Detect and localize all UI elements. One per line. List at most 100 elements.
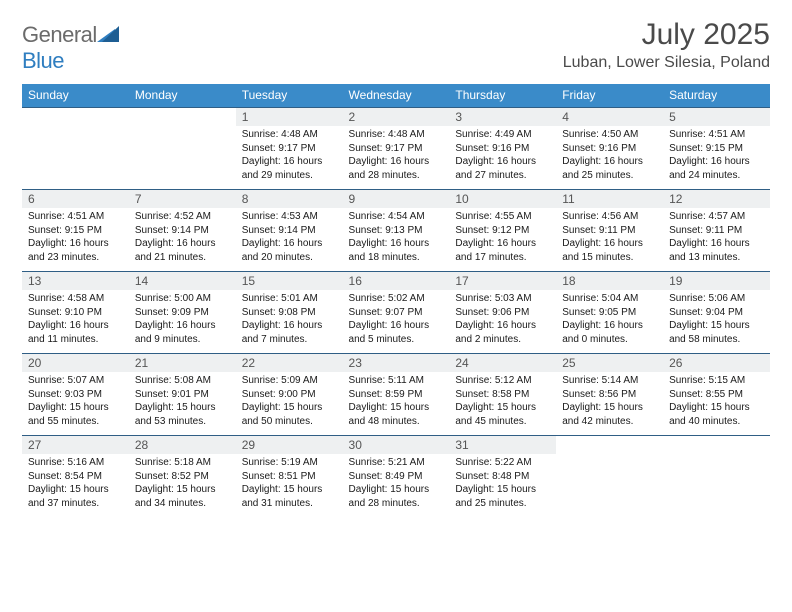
day-details: Sunrise: 4:58 AMSunset: 9:10 PMDaylight:… bbox=[22, 290, 129, 349]
sunrise-line: Sunrise: 5:07 AM bbox=[28, 374, 123, 388]
calendar-cell: 30Sunrise: 5:21 AMSunset: 8:49 PMDayligh… bbox=[343, 436, 450, 518]
calendar-week: 27Sunrise: 5:16 AMSunset: 8:54 PMDayligh… bbox=[22, 436, 770, 518]
calendar-cell: 1Sunrise: 4:48 AMSunset: 9:17 PMDaylight… bbox=[236, 108, 343, 190]
day-number: 6 bbox=[22, 190, 129, 208]
daylight-line-1: Daylight: 16 hours bbox=[455, 319, 550, 333]
day-details: Sunrise: 5:03 AMSunset: 9:06 PMDaylight:… bbox=[449, 290, 556, 349]
daylight-line-2: and 25 minutes. bbox=[455, 497, 550, 511]
daylight-line-2: and 23 minutes. bbox=[28, 251, 123, 265]
sunrise-line: Sunrise: 5:01 AM bbox=[242, 292, 337, 306]
daylight-line-1: Daylight: 16 hours bbox=[669, 237, 764, 251]
day-details: Sunrise: 4:51 AMSunset: 9:15 PMDaylight:… bbox=[22, 208, 129, 267]
day-header: Thursday bbox=[449, 84, 556, 108]
day-number: 17 bbox=[449, 272, 556, 290]
calendar-cell: 11Sunrise: 4:56 AMSunset: 9:11 PMDayligh… bbox=[556, 190, 663, 272]
sunset-line: Sunset: 9:06 PM bbox=[455, 306, 550, 320]
brand-part1: General bbox=[22, 22, 97, 47]
daylight-line-2: and 34 minutes. bbox=[135, 497, 230, 511]
sunrise-line: Sunrise: 4:48 AM bbox=[242, 128, 337, 142]
day-details: Sunrise: 5:01 AMSunset: 9:08 PMDaylight:… bbox=[236, 290, 343, 349]
day-number: 16 bbox=[343, 272, 450, 290]
sunset-line: Sunset: 9:04 PM bbox=[669, 306, 764, 320]
daylight-line-1: Daylight: 16 hours bbox=[562, 319, 657, 333]
calendar-cell: 8Sunrise: 4:53 AMSunset: 9:14 PMDaylight… bbox=[236, 190, 343, 272]
calendar-cell: 17Sunrise: 5:03 AMSunset: 9:06 PMDayligh… bbox=[449, 272, 556, 354]
daylight-line-2: and 27 minutes. bbox=[455, 169, 550, 183]
sunset-line: Sunset: 9:15 PM bbox=[28, 224, 123, 238]
daylight-line-1: Daylight: 16 hours bbox=[135, 319, 230, 333]
calendar-cell: 4Sunrise: 4:50 AMSunset: 9:16 PMDaylight… bbox=[556, 108, 663, 190]
sunset-line: Sunset: 9:10 PM bbox=[28, 306, 123, 320]
daylight-line-1: Daylight: 16 hours bbox=[135, 237, 230, 251]
day-header: Friday bbox=[556, 84, 663, 108]
calendar-cell: 31Sunrise: 5:22 AMSunset: 8:48 PMDayligh… bbox=[449, 436, 556, 518]
calendar-cell: 19Sunrise: 5:06 AMSunset: 9:04 PMDayligh… bbox=[663, 272, 770, 354]
day-number: 22 bbox=[236, 354, 343, 372]
day-details: Sunrise: 5:22 AMSunset: 8:48 PMDaylight:… bbox=[449, 454, 556, 513]
sunset-line: Sunset: 9:15 PM bbox=[669, 142, 764, 156]
daylight-line-2: and 11 minutes. bbox=[28, 333, 123, 347]
sunrise-line: Sunrise: 5:03 AM bbox=[455, 292, 550, 306]
calendar-cell: 29Sunrise: 5:19 AMSunset: 8:51 PMDayligh… bbox=[236, 436, 343, 518]
day-details: Sunrise: 5:19 AMSunset: 8:51 PMDaylight:… bbox=[236, 454, 343, 513]
daylight-line-1: Daylight: 15 hours bbox=[135, 483, 230, 497]
calendar-cell: 27Sunrise: 5:16 AMSunset: 8:54 PMDayligh… bbox=[22, 436, 129, 518]
daylight-line-2: and 7 minutes. bbox=[242, 333, 337, 347]
sunrise-line: Sunrise: 5:21 AM bbox=[349, 456, 444, 470]
day-details: Sunrise: 4:48 AMSunset: 9:17 PMDaylight:… bbox=[343, 126, 450, 185]
calendar-cell: 7Sunrise: 4:52 AMSunset: 9:14 PMDaylight… bbox=[129, 190, 236, 272]
sunset-line: Sunset: 9:16 PM bbox=[562, 142, 657, 156]
calendar-week: 20Sunrise: 5:07 AMSunset: 9:03 PMDayligh… bbox=[22, 354, 770, 436]
day-number: 19 bbox=[663, 272, 770, 290]
calendar-cell: 23Sunrise: 5:11 AMSunset: 8:59 PMDayligh… bbox=[343, 354, 450, 436]
calendar-cell: 21Sunrise: 5:08 AMSunset: 9:01 PMDayligh… bbox=[129, 354, 236, 436]
day-details: Sunrise: 5:11 AMSunset: 8:59 PMDaylight:… bbox=[343, 372, 450, 431]
sunset-line: Sunset: 8:55 PM bbox=[669, 388, 764, 402]
daylight-line-1: Daylight: 16 hours bbox=[562, 237, 657, 251]
sunset-line: Sunset: 9:05 PM bbox=[562, 306, 657, 320]
day-number: 3 bbox=[449, 108, 556, 126]
sunrise-line: Sunrise: 5:12 AM bbox=[455, 374, 550, 388]
day-header: Tuesday bbox=[236, 84, 343, 108]
daylight-line-1: Daylight: 16 hours bbox=[349, 319, 444, 333]
brand-mark-icon bbox=[97, 22, 119, 48]
sunrise-line: Sunrise: 5:14 AM bbox=[562, 374, 657, 388]
daylight-line-2: and 50 minutes. bbox=[242, 415, 337, 429]
day-details: Sunrise: 4:48 AMSunset: 9:17 PMDaylight:… bbox=[236, 126, 343, 185]
day-number: 23 bbox=[343, 354, 450, 372]
day-details: Sunrise: 5:09 AMSunset: 9:00 PMDaylight:… bbox=[236, 372, 343, 431]
sunset-line: Sunset: 8:52 PM bbox=[135, 470, 230, 484]
sunset-line: Sunset: 8:59 PM bbox=[349, 388, 444, 402]
brand-logo: General Blue bbox=[22, 22, 119, 74]
daylight-line-2: and 25 minutes. bbox=[562, 169, 657, 183]
daylight-line-2: and 28 minutes. bbox=[349, 169, 444, 183]
calendar-cell: 3Sunrise: 4:49 AMSunset: 9:16 PMDaylight… bbox=[449, 108, 556, 190]
day-number: 12 bbox=[663, 190, 770, 208]
daylight-line-2: and 53 minutes. bbox=[135, 415, 230, 429]
daylight-line-1: Daylight: 15 hours bbox=[349, 483, 444, 497]
day-number: 2 bbox=[343, 108, 450, 126]
calendar-table: SundayMondayTuesdayWednesdayThursdayFrid… bbox=[22, 84, 770, 518]
day-number: 13 bbox=[22, 272, 129, 290]
day-details: Sunrise: 4:54 AMSunset: 9:13 PMDaylight:… bbox=[343, 208, 450, 267]
day-details: Sunrise: 5:21 AMSunset: 8:49 PMDaylight:… bbox=[343, 454, 450, 513]
day-number: 9 bbox=[343, 190, 450, 208]
day-header: Monday bbox=[129, 84, 236, 108]
day-number: 31 bbox=[449, 436, 556, 454]
day-details: Sunrise: 4:53 AMSunset: 9:14 PMDaylight:… bbox=[236, 208, 343, 267]
sunrise-line: Sunrise: 4:51 AM bbox=[28, 210, 123, 224]
day-details: Sunrise: 4:50 AMSunset: 9:16 PMDaylight:… bbox=[556, 126, 663, 185]
calendar-cell bbox=[556, 436, 663, 518]
sunrise-line: Sunrise: 4:52 AM bbox=[135, 210, 230, 224]
day-details: Sunrise: 5:07 AMSunset: 9:03 PMDaylight:… bbox=[22, 372, 129, 431]
daylight-line-2: and 2 minutes. bbox=[455, 333, 550, 347]
calendar-cell: 16Sunrise: 5:02 AMSunset: 9:07 PMDayligh… bbox=[343, 272, 450, 354]
calendar-cell: 5Sunrise: 4:51 AMSunset: 9:15 PMDaylight… bbox=[663, 108, 770, 190]
sunrise-line: Sunrise: 5:16 AM bbox=[28, 456, 123, 470]
brand-text: General Blue bbox=[22, 22, 119, 74]
daylight-line-2: and 28 minutes. bbox=[349, 497, 444, 511]
month-title: July 2025 bbox=[563, 18, 770, 52]
day-details: Sunrise: 5:12 AMSunset: 8:58 PMDaylight:… bbox=[449, 372, 556, 431]
daylight-line-2: and 42 minutes. bbox=[562, 415, 657, 429]
daylight-line-1: Daylight: 16 hours bbox=[28, 237, 123, 251]
